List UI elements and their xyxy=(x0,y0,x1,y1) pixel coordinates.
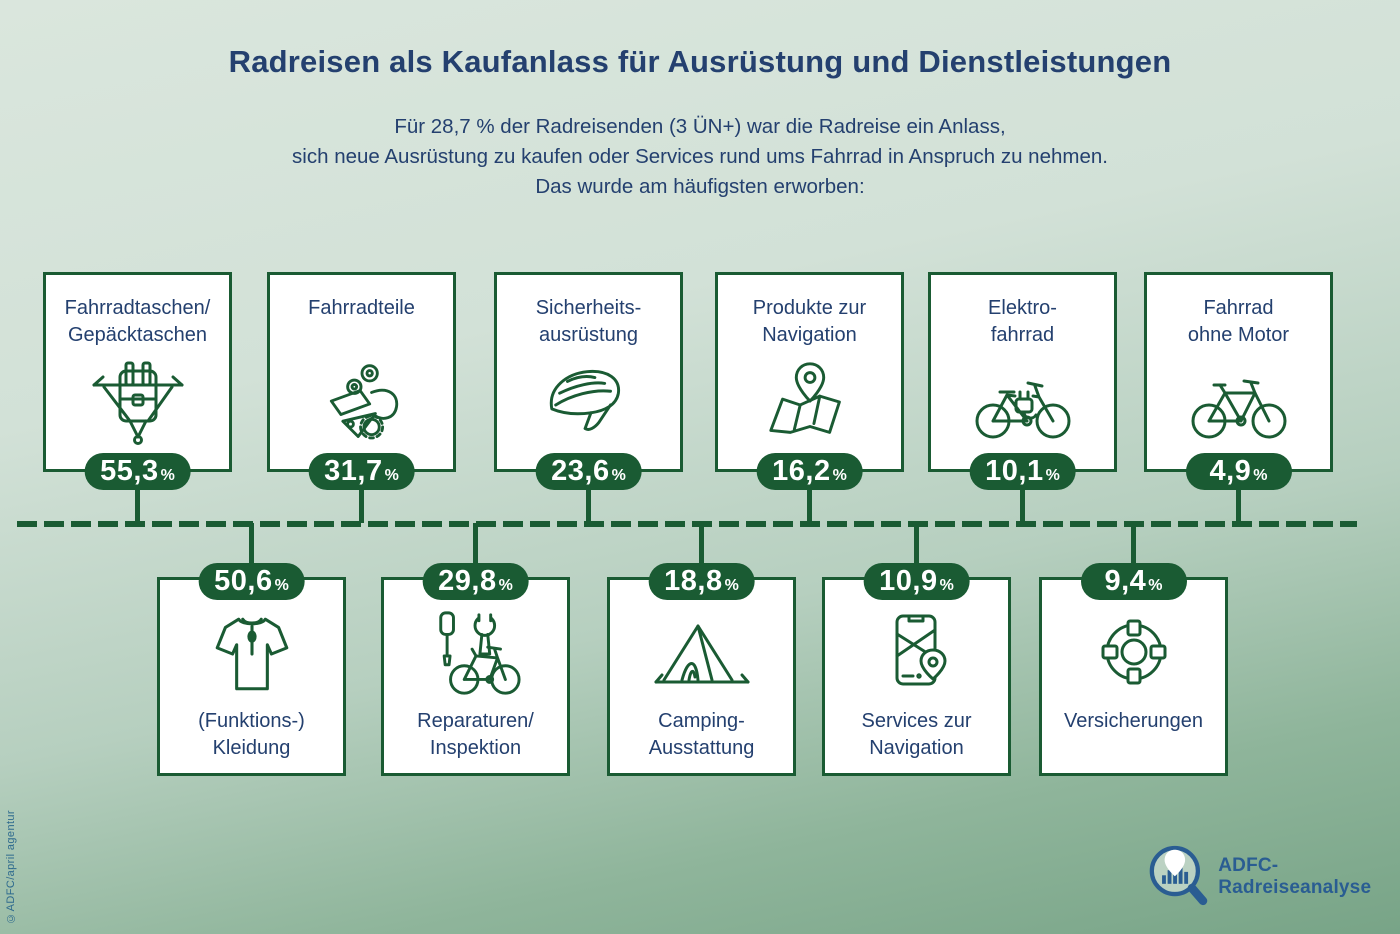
card-elektrofahrrad: Elektro- fahrrad 10,1% xyxy=(928,272,1117,490)
card-label: Reparaturen/ Inspektion xyxy=(417,710,534,759)
logo-text: ADFC-Radreiseanalyse xyxy=(1218,855,1372,898)
connector-stem xyxy=(1020,489,1025,523)
percent-badge: 31,7% xyxy=(308,453,415,490)
subtitle-line-3: Das wurde am häufigsten erworben: xyxy=(535,175,865,198)
percent-badge: 10,9% xyxy=(863,563,970,600)
card-label: Fahrradteile xyxy=(308,297,415,319)
card-label: Sicherheits- ausrüstung xyxy=(535,297,642,346)
percent-badge: 9,4% xyxy=(1080,563,1187,600)
percent-badge: 29,8% xyxy=(422,563,529,600)
connector-stem xyxy=(1131,523,1136,563)
percent-badge: 4,9% xyxy=(1185,453,1292,490)
card-funktionskleidung: 50,6% (Funktions-) Kleidung xyxy=(157,563,346,776)
card-label: Fahrradtaschen/ Gepäcktaschen xyxy=(64,297,211,346)
card-label: (Funktions-) Kleidung xyxy=(198,710,305,759)
connector-stem xyxy=(473,523,478,563)
card-reparaturen: 29,8% Reparaturen/ Inspektion xyxy=(381,563,570,776)
card-fahrrad-ohne-motor: Fahrrad ohne Motor 4,9% xyxy=(1144,272,1333,490)
percent-badge: 55,3% xyxy=(84,453,191,490)
card-sicherheitsausruestung: Sicherheits- ausrüstung 23,6% xyxy=(494,272,683,490)
jersey-icon xyxy=(207,602,297,706)
percent-badge: 50,6% xyxy=(198,563,305,600)
card-fahrradtaschen: Fahrradtaschen/ Gepäcktaschen 55,3% xyxy=(43,272,232,490)
tent-icon xyxy=(653,602,751,706)
percent-badge: 10,1% xyxy=(969,453,1076,490)
pannier-bag-icon xyxy=(89,353,187,469)
card-label: Fahrrad ohne Motor xyxy=(1187,297,1290,346)
e-bike-icon xyxy=(971,353,1075,469)
subtitle-line-2: sich neue Ausrüstung zu kaufen oder Serv… xyxy=(292,145,1108,168)
card-produkte-navigation: Produkte zur Navigation 16,2% xyxy=(715,272,904,490)
card-label: Services zur Navigation xyxy=(861,710,972,759)
connector-stem xyxy=(1236,489,1241,523)
magnifier-chart-icon xyxy=(1149,845,1208,906)
map-pin-icon xyxy=(763,353,857,469)
percent-badge: 23,6% xyxy=(535,453,642,490)
card-label: Elektro- fahrrad xyxy=(988,297,1057,346)
copyright-credit: ©ADFC/april agentur xyxy=(5,810,17,924)
connector-stem xyxy=(135,489,140,523)
bicycle-icon xyxy=(1187,353,1291,469)
connector-stem xyxy=(807,489,812,523)
subtitle-line-1: Für 28,7 % der Radreisenden (3 ÜN+) war … xyxy=(394,115,1006,138)
page-title: Radreisen als Kaufanlass für Ausrüstung … xyxy=(228,44,1172,79)
card-label: Camping- Ausstattung xyxy=(648,710,755,759)
percent-badge: 16,2% xyxy=(756,453,863,490)
percent-badge: 18,8% xyxy=(648,563,755,600)
lifebuoy-icon xyxy=(1088,602,1180,706)
card-camping: 18,8% Camping- Ausstattung xyxy=(607,563,796,776)
card-label: Produkte zur Navigation xyxy=(752,297,867,346)
derailleur-icon xyxy=(316,353,408,469)
phone-navigation-icon xyxy=(873,602,961,706)
card-label: Versicherungen xyxy=(1064,710,1203,732)
repair-tools-icon xyxy=(429,602,523,706)
subtitle: Für 28,7 % der Radreisenden (3 ÜN+) war … xyxy=(0,112,1400,202)
card-fahrradteile: Fahrradteile 31,7% xyxy=(267,272,456,490)
connector-stem xyxy=(359,489,364,523)
connector-stem xyxy=(586,489,591,523)
card-versicherungen: 9,4% Versicherungen xyxy=(1039,563,1228,776)
adfc-radreiseanalyse-logo: ADFC-Radreiseanalyse xyxy=(1145,833,1400,921)
helmet-icon xyxy=(542,353,636,469)
card-services-navigation: 10,9% Services zur Navigation xyxy=(822,563,1011,776)
connector-stem xyxy=(914,523,919,563)
connector-stem xyxy=(249,523,254,563)
timeline-dashed-line xyxy=(17,521,1357,527)
connector-stem xyxy=(699,523,704,563)
